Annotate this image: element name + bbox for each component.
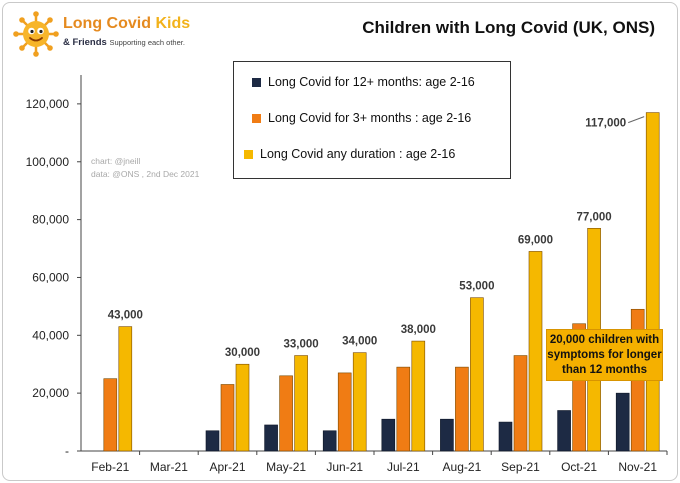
data-label: 69,000	[518, 234, 553, 246]
chart-credit: chart: @jneill	[91, 156, 141, 166]
data-label: 33,000	[284, 339, 319, 351]
chart-title: Children with Long Covid (UK, ONS)	[362, 18, 655, 37]
y-tick-label: 100,000	[26, 155, 70, 169]
bar	[205, 430, 220, 452]
bar	[118, 326, 133, 452]
data-credit: data: @ONS , 2nd Dec 2021	[91, 169, 200, 179]
x-tick-label: Jun-21	[326, 460, 363, 474]
data-label: 77,000	[577, 211, 612, 223]
annotation-callout: 20,000 children with symptoms for longer…	[546, 329, 663, 381]
data-label: 53,000	[459, 281, 494, 293]
x-tick-label: Feb-21	[91, 460, 129, 474]
data-label: 30,000	[225, 347, 260, 359]
logo-subtitle: & Friends Supporting each other.	[63, 37, 185, 48]
bar	[279, 375, 293, 452]
bar-chart: - 20,000 40,000 60,000 80,000 100,000 120,000 F…	[26, 75, 668, 474]
y-tick-label: 20,000	[32, 386, 69, 400]
bar	[381, 418, 396, 452]
x-tick-label: May-21	[266, 460, 306, 474]
bar	[440, 418, 454, 452]
bar	[411, 340, 426, 452]
data-label-leader	[628, 116, 645, 124]
bar	[322, 430, 337, 452]
y-tick-label: 80,000	[32, 213, 69, 227]
x-tick-label: Sep-21	[501, 460, 540, 474]
virus-mascot-icon	[13, 11, 59, 57]
data-label: 34,000	[342, 336, 377, 348]
bar	[528, 251, 543, 452]
bar	[235, 363, 250, 452]
bar	[352, 352, 367, 452]
legend-swatch	[252, 114, 261, 123]
x-tick-label: Aug-21	[443, 460, 482, 474]
legend-swatch	[244, 150, 253, 159]
bar	[645, 112, 660, 452]
y-tick-label: -	[65, 444, 69, 458]
x-tick-label: Apr-21	[209, 460, 245, 474]
bar	[615, 392, 630, 452]
x-tick-label: Jul-21	[387, 460, 420, 474]
y-tick-label: 60,000	[32, 270, 69, 284]
bar	[455, 366, 469, 452]
x-tick-label: Mar-21	[150, 460, 188, 474]
legend-swatch	[252, 78, 261, 87]
data-label: 117,000	[585, 118, 626, 130]
bar	[557, 410, 571, 452]
bar	[396, 366, 411, 452]
x-tick-label: Nov-21	[618, 460, 657, 474]
y-tick-label: 120,000	[26, 97, 70, 111]
bar	[220, 384, 235, 452]
bar	[470, 297, 484, 452]
bar	[294, 355, 308, 452]
logo-title: Long Covid Kids	[63, 15, 191, 32]
data-label: 43,000	[108, 310, 143, 322]
bar	[337, 372, 352, 452]
bar	[513, 355, 528, 452]
y-tick-label: 40,000	[32, 328, 69, 342]
bar	[264, 424, 278, 452]
bar	[498, 421, 513, 452]
data-label: 38,000	[401, 324, 436, 336]
bar	[103, 378, 118, 452]
x-tick-label: Oct-21	[561, 460, 597, 474]
chart-legend: Long Covid for 12+ months: age 2-16 Long…	[233, 61, 511, 179]
logo: Long Covid Kids & Friends Supporting eac…	[13, 11, 213, 57]
